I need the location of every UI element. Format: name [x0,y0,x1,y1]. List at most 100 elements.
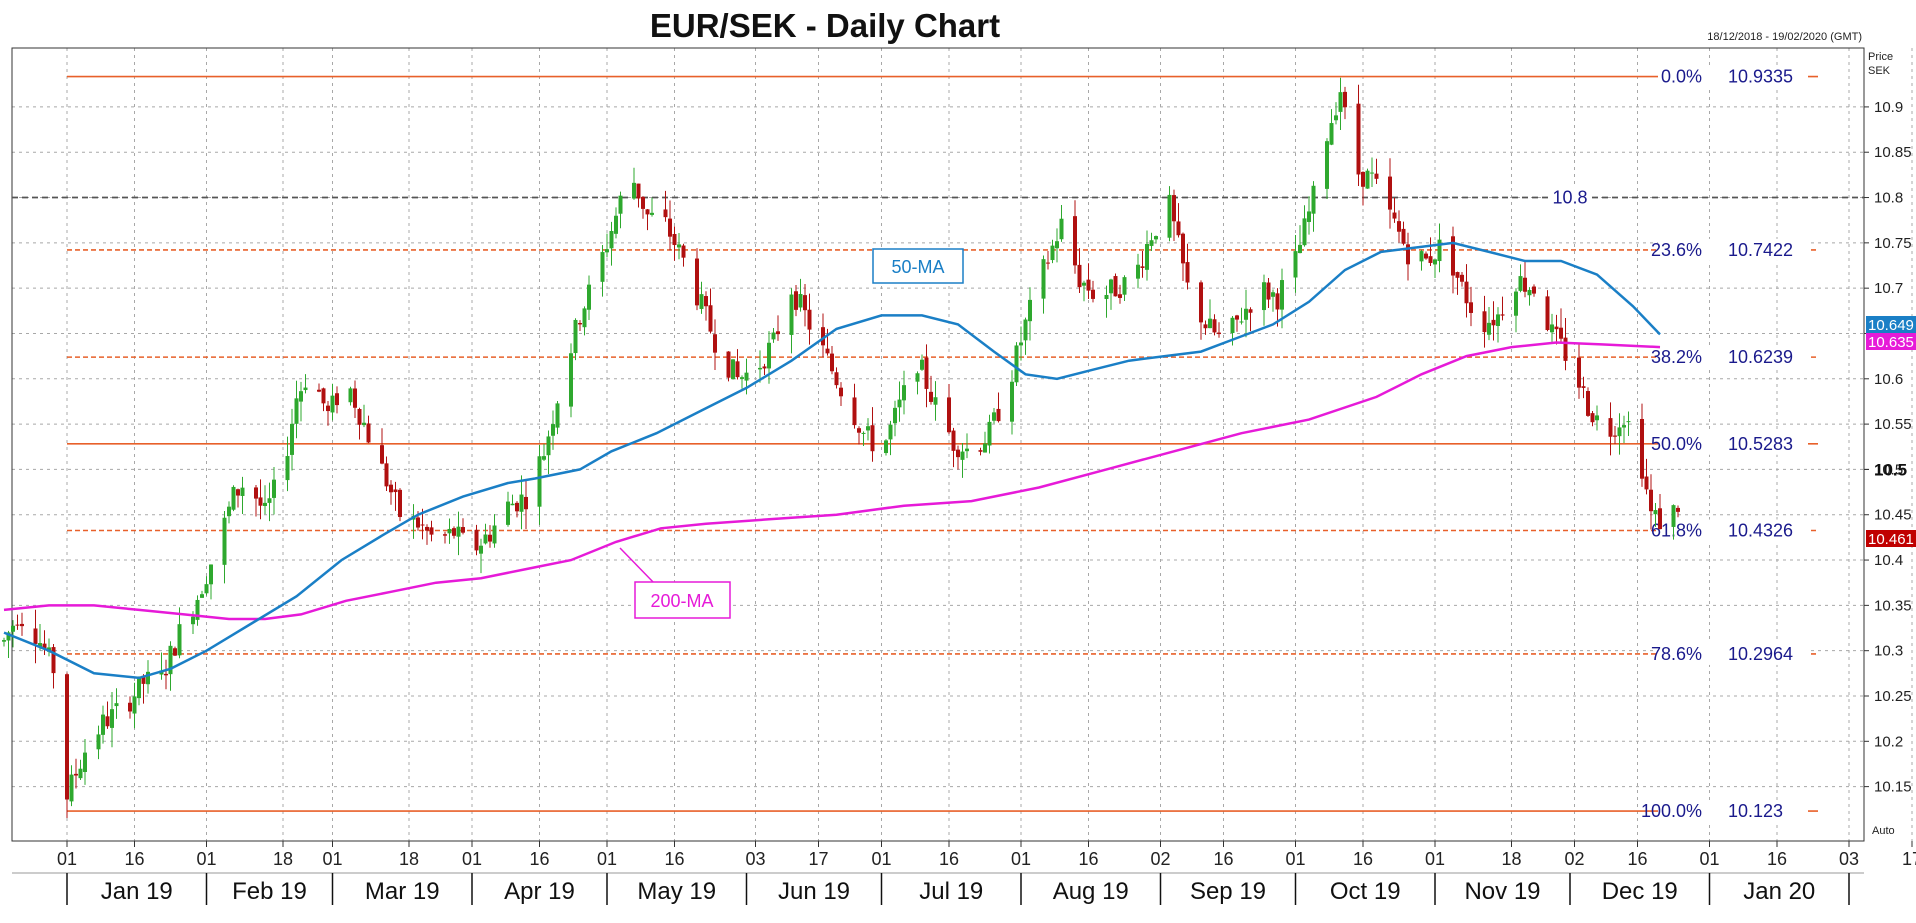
candle-body [1469,302,1473,313]
candle-body [137,676,141,699]
candle-body [1401,228,1406,244]
candle-body [1550,324,1554,333]
candle-body [704,296,708,307]
candle-body [537,456,542,507]
x-tick-label: 01 [57,849,77,869]
fib-value-label: 10.2964 [1728,644,1793,664]
candle-body [524,496,528,510]
candle-body [114,703,119,707]
x-tick-label: 17 [1902,849,1916,869]
candle-body [767,342,771,369]
x-tick-label: 18 [273,849,293,869]
candle-body [1595,415,1599,421]
candle-body [1518,276,1523,291]
candle-body [1311,185,1316,214]
candle-body [240,487,245,496]
y-tick-label: 10.2 [1874,733,1903,750]
month-label: Aug 19 [1053,878,1129,905]
candle-body [357,409,362,425]
candle-body [573,319,578,354]
candle-body [519,494,524,512]
candle-body [200,594,204,598]
candle-body [1176,221,1181,236]
x-tick-label: 01 [597,849,617,869]
candle-body [1122,277,1127,295]
candle-body [1091,289,1095,299]
candle-body [267,498,272,503]
x-tick-label: 16 [124,849,144,869]
x-tick-label: 01 [1425,849,1445,869]
candle-body [209,564,213,585]
candle-body [20,623,24,627]
candle-body [1586,391,1590,416]
candle-body [996,408,1001,422]
candle-body [105,716,110,727]
ma200-callout: 200-MA [619,547,731,619]
candle-body [1023,319,1028,341]
candle-body [1460,274,1464,282]
x-tick-label: 17 [808,849,828,869]
fib-pct-label: 50.0% [1651,434,1702,454]
candle-body [294,398,299,424]
candle-body [1365,170,1370,189]
candle-body [290,423,294,455]
candle-body [1523,277,1527,292]
x-tick-label: 16 [529,849,549,869]
candle-body [1262,282,1266,311]
candle-body [173,648,177,656]
candle-body [915,373,920,382]
candle-body [1608,418,1613,437]
month-label: Jun 19 [778,878,850,905]
x-tick-label: 16 [939,849,959,869]
candle-body [600,252,605,282]
y-tick-label-bold: 10.5 [1874,460,1907,479]
y-tick-label: 10.15 [1874,779,1912,796]
candle-body [6,632,11,641]
candle-body [96,734,101,750]
candle-body [204,584,209,594]
candle-body [443,534,447,536]
candle-body [1172,195,1176,222]
candle-body [929,391,933,402]
candle-body [456,526,461,537]
candle-body [1428,256,1433,263]
candle-body [587,284,591,310]
fib-label-bg [1658,238,1808,261]
resistance-label: 10.8 [1552,188,1587,208]
ma50-value-label: 10.649 [1868,317,1914,334]
value-tags: 10.649 10.635 10.461 [1866,316,1916,548]
x-tick-label: 02 [1564,849,1584,869]
month-label: Oct 19 [1330,878,1401,905]
candle-body [798,293,803,308]
x-tick-label: 16 [1213,849,1233,869]
y-tick-label: 10.25 [1874,688,1912,705]
fib-value-label: 10.9335 [1728,67,1793,87]
y-tick-label: 10.75 [1874,235,1912,252]
candle-body [416,517,420,528]
candle-body [789,294,794,335]
candle-body [146,671,150,685]
x-tick-label: 01 [1011,849,1031,869]
candle-body [825,348,830,354]
candle-body [803,295,807,311]
candle-body [303,387,308,391]
candle-body [132,696,137,714]
candle-body [632,182,636,199]
candle-body [1055,241,1059,249]
candle-body [695,258,699,306]
candle-body [1208,318,1212,329]
candle-body [924,357,929,389]
candle-body [870,425,875,452]
candle-body [177,624,182,656]
candle-body [510,503,515,506]
candle-body [699,294,704,309]
candle-body [834,372,839,386]
candle-body [1338,92,1343,112]
candle-body [555,403,560,428]
candle-body [1424,253,1428,259]
candle-body [42,643,47,650]
date-range: 18/12/2018 - 19/02/2020 (GMT) [1707,31,1862,43]
candle-body [582,308,587,328]
candle-body [1640,418,1644,479]
